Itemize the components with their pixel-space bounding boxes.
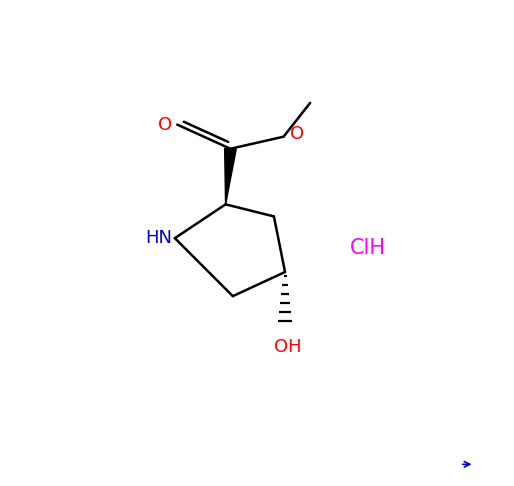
Text: HN: HN <box>145 229 172 247</box>
Text: OH: OH <box>273 338 301 356</box>
Text: O: O <box>290 125 304 143</box>
Text: ClH: ClH <box>350 238 386 258</box>
Text: O: O <box>158 116 172 134</box>
Polygon shape <box>225 148 236 204</box>
